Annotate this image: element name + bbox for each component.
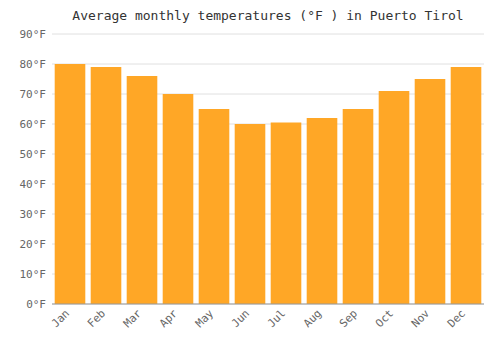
- x-tick-label: Dec: [445, 307, 468, 330]
- bar: [235, 124, 266, 304]
- x-tick-label: Apr: [157, 307, 181, 331]
- bars: [55, 64, 482, 304]
- bar: [163, 94, 194, 304]
- x-axis: Jan Feb Mar Apr May Jun Jul Aug Sep Oct Nov Dec: [49, 307, 468, 331]
- bar: [55, 64, 86, 304]
- x-tick-label: Jul: [265, 307, 288, 330]
- y-tick-label: 40°F: [20, 178, 47, 191]
- y-tick-label: 30°F: [20, 208, 47, 221]
- bar: [451, 67, 482, 304]
- x-tick-label: Mar: [121, 307, 145, 331]
- x-tick-label: Jun: [229, 307, 252, 330]
- x-tick-label: Aug: [301, 307, 324, 330]
- y-tick-label: 20°F: [20, 238, 47, 251]
- bar: [271, 123, 302, 305]
- y-axis: 0°F 10°F 20°F 30°F 40°F 50°F 60°F 70°F 80°F 90°F: [20, 28, 485, 311]
- y-tick-label: 70°F: [20, 88, 47, 101]
- y-tick-label: 10°F: [20, 268, 47, 281]
- bar: [91, 67, 122, 304]
- chart: Average monthly temperatures (°F ) in Pu…: [0, 0, 500, 350]
- y-tick-label: 90°F: [20, 28, 47, 41]
- x-tick-label: Sep: [337, 307, 360, 330]
- bar: [343, 109, 374, 304]
- bar: [199, 109, 230, 304]
- y-tick-label: 80°F: [20, 58, 47, 71]
- grid-line: [52, 64, 484, 65]
- grid-line: [52, 34, 484, 35]
- y-tick-label: 60°F: [20, 118, 47, 131]
- x-tick-label: May: [193, 307, 217, 331]
- y-tick-label: 50°F: [20, 148, 47, 161]
- background: [0, 0, 500, 350]
- x-axis-line: [52, 304, 484, 305]
- bar: [415, 79, 446, 304]
- grid-line: [52, 304, 484, 305]
- x-tick-label: Jan: [49, 307, 72, 330]
- bar: [307, 118, 338, 304]
- bar: [379, 91, 410, 304]
- x-tick-label: Oct: [373, 307, 396, 330]
- title: Average monthly temperatures (°F ) in Pu…: [72, 8, 463, 23]
- x-tick-label: Feb: [85, 307, 108, 330]
- x-tick-label: Nov: [409, 307, 433, 331]
- y-tick-label: 0°F: [26, 298, 46, 311]
- bar: [127, 76, 158, 304]
